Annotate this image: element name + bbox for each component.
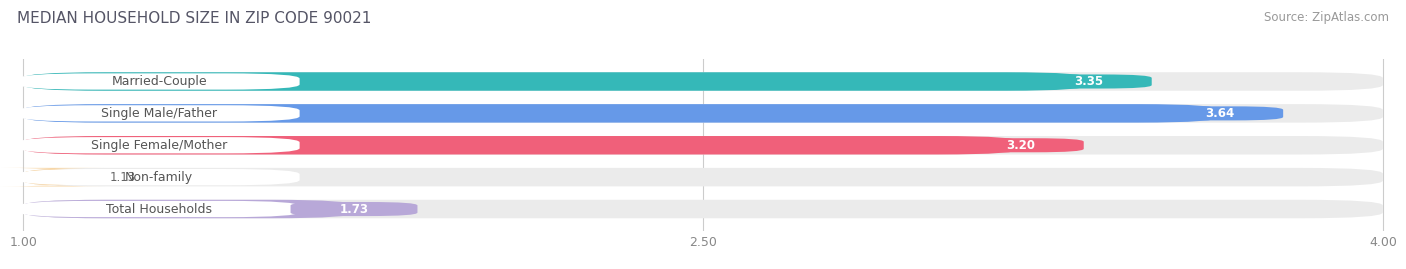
Text: Source: ZipAtlas.com: Source: ZipAtlas.com [1264, 11, 1389, 24]
Text: Single Female/Mother: Single Female/Mother [91, 139, 228, 152]
Text: 3.64: 3.64 [1205, 107, 1234, 120]
FancyBboxPatch shape [0, 168, 104, 186]
Text: 3.35: 3.35 [1074, 75, 1102, 88]
FancyBboxPatch shape [22, 136, 1021, 154]
Text: 1.13: 1.13 [110, 171, 135, 184]
FancyBboxPatch shape [291, 202, 418, 216]
FancyBboxPatch shape [18, 137, 299, 153]
FancyBboxPatch shape [22, 168, 1384, 186]
FancyBboxPatch shape [957, 138, 1084, 152]
FancyBboxPatch shape [18, 169, 299, 185]
FancyBboxPatch shape [18, 105, 299, 122]
Text: Total Households: Total Households [105, 203, 212, 215]
FancyBboxPatch shape [1156, 106, 1284, 121]
Text: Married-Couple: Married-Couple [111, 75, 207, 88]
FancyBboxPatch shape [18, 73, 299, 90]
FancyBboxPatch shape [22, 200, 1384, 218]
FancyBboxPatch shape [18, 201, 299, 217]
Text: MEDIAN HOUSEHOLD SIZE IN ZIP CODE 90021: MEDIAN HOUSEHOLD SIZE IN ZIP CODE 90021 [17, 11, 371, 26]
Text: 3.20: 3.20 [1005, 139, 1035, 152]
Text: Single Male/Father: Single Male/Father [101, 107, 217, 120]
FancyBboxPatch shape [22, 104, 1384, 123]
FancyBboxPatch shape [22, 136, 1384, 154]
Text: Non-family: Non-family [125, 171, 193, 184]
Text: 1.73: 1.73 [339, 203, 368, 215]
FancyBboxPatch shape [22, 104, 1220, 123]
FancyBboxPatch shape [22, 200, 354, 218]
FancyBboxPatch shape [1025, 75, 1152, 89]
FancyBboxPatch shape [22, 72, 1088, 91]
FancyBboxPatch shape [22, 72, 1384, 91]
